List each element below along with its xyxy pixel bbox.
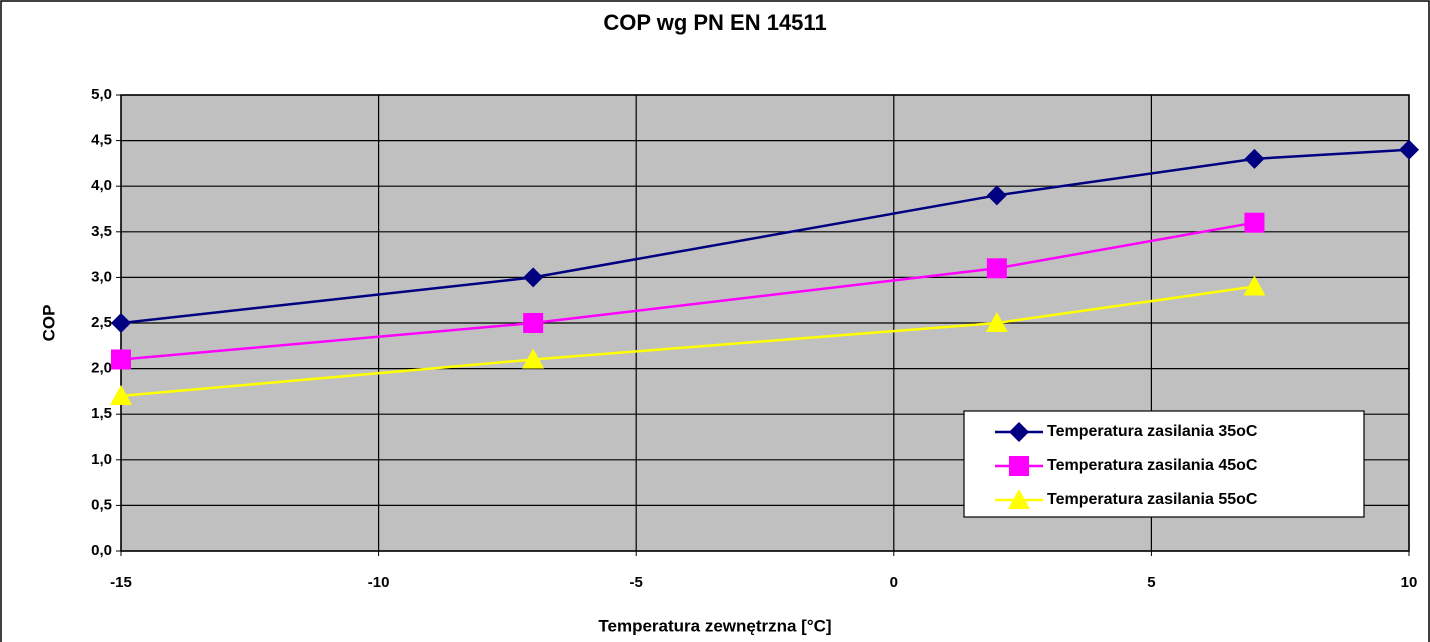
y-tick-label: 4,5 [91, 132, 112, 149]
y-tick-label: 3,5 [91, 223, 112, 240]
y-tick-label: 1,5 [91, 405, 112, 422]
series-line [120, 221, 1255, 361]
marker [110, 384, 132, 405]
marker [1243, 275, 1266, 296]
legend-label: Temperatura zasilania 55oC [1047, 491, 1258, 508]
marker [522, 348, 545, 369]
legend-marker [1009, 456, 1029, 476]
marker [1244, 148, 1265, 169]
y-tick-label: 1,0 [91, 451, 112, 468]
marker [985, 312, 1008, 332]
marker [986, 185, 1007, 206]
legend-marker [1009, 422, 1029, 442]
series-line [120, 285, 1255, 398]
x-tick-label: -15 [110, 574, 132, 591]
marker [1399, 139, 1419, 160]
marker [111, 313, 131, 333]
x-tick-label: -10 [368, 574, 390, 591]
y-tick-label: 0,0 [91, 542, 112, 559]
marker [1244, 212, 1265, 233]
y-tick-label: 3,0 [91, 268, 112, 285]
y-tick-label: 5,0 [91, 86, 112, 103]
y-tick-label: 2,0 [91, 360, 112, 377]
marker [986, 258, 1007, 279]
legend-label: Temperatura zasilania 35oC [1047, 423, 1258, 440]
y-tick-label: 0,5 [91, 496, 112, 513]
y-axis-label: COP [39, 305, 58, 342]
x-tick-label: 10 [1401, 574, 1418, 591]
x-tick-label: 5 [1147, 574, 1155, 591]
chart-title: COP wg PN EN 14511 [603, 10, 826, 35]
legend-marker [1008, 489, 1030, 509]
x-axis-label: Temperatura zewnętrzna [°C] [598, 616, 831, 635]
x-tick-label: 0 [890, 574, 898, 591]
marker [523, 267, 544, 288]
y-tick-label: 4,0 [91, 177, 112, 194]
x-tick-label: -5 [630, 574, 643, 591]
marker [523, 313, 544, 333]
y-tick-label: 2,5 [91, 314, 112, 331]
legend-label: Temperatura zasilania 45oC [1047, 457, 1258, 474]
marker [111, 349, 131, 370]
